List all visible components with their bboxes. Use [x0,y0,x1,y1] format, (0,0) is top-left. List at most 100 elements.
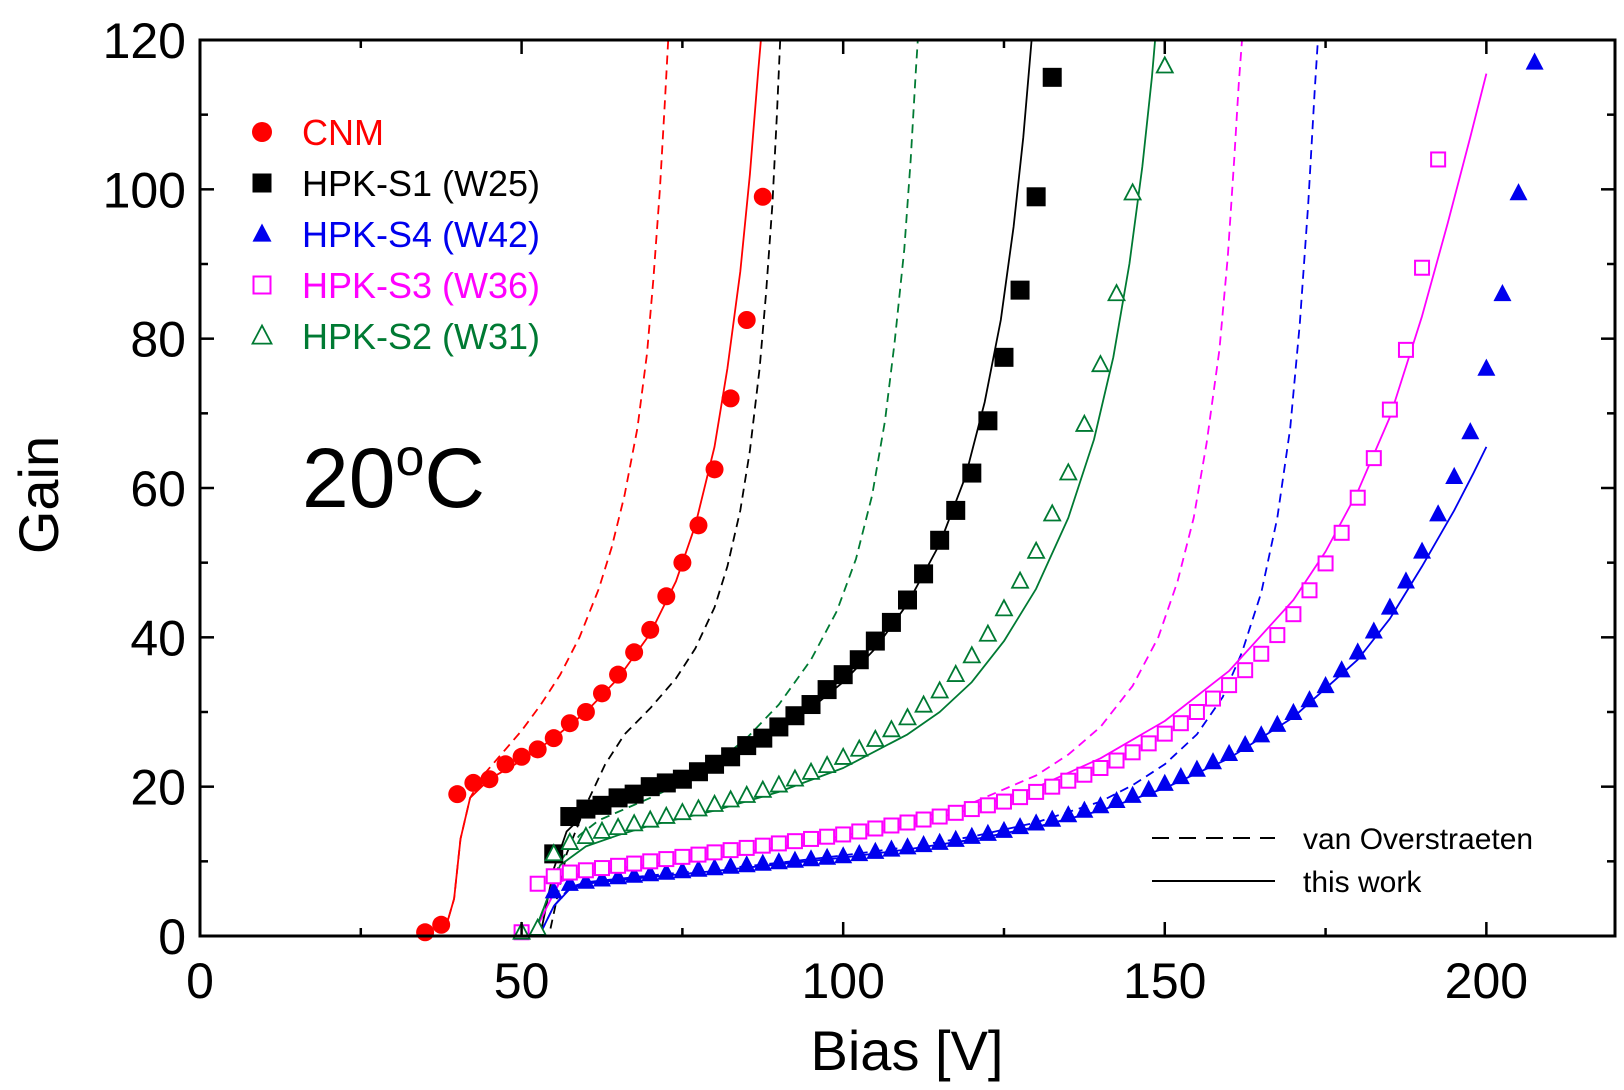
hpk-s4-w42-point [1059,805,1078,823]
hpk-s2-w31-point [656,805,676,824]
hpk-s3-w36-point [1221,677,1238,694]
legend-marker-hpk-s4-w42 [252,223,272,242]
hpk-s4-w42-point [705,858,724,876]
hpk-s1-w25-point [833,665,853,685]
hpk-s4-w42-point [930,832,949,850]
hpk-s2-w31-point [1090,354,1110,373]
cnm-point [673,553,692,572]
x-tick-label: 150 [1123,953,1206,1009]
cnm-point [753,187,772,206]
hpk-s1-w25-point [672,769,692,789]
hpk-s4-w42-point [1445,466,1464,484]
hpk-s1-w25-point [946,500,966,520]
hpk-s3-w36-point [1430,151,1447,168]
hpk-s1-w25-point [930,530,950,550]
hpk-s4-w42-point [1461,422,1480,440]
hpk-s2-w31-point [962,645,982,664]
hpk-s3-w36-point [1285,606,1302,623]
cnm-point [480,770,499,789]
hpk-s3-w36-point [931,808,948,825]
hpk-s3-w36-point [1076,766,1093,783]
hpk-s2-w31-point [914,694,934,713]
hpk-s4-w42-point [1300,690,1319,708]
hpk-s2-w31-point [865,728,885,747]
hpk-s1-w25-point [817,680,837,700]
hpk-s1-w25-point [576,799,596,819]
hpk-s2-w31-point [1155,55,1175,74]
hpk-s4-w42-point [962,826,981,844]
hpk-s2-w31-point [930,680,950,699]
y-tick-label: 60 [130,461,186,517]
y-tick-label: 20 [130,760,186,816]
axis-ticks: 0 50 100 150 200 0 20 40 60 80 100 120 [103,13,1615,1009]
hpk-s1-w25-point [640,777,660,797]
hpk-s3-w36-point [658,851,675,868]
hpk-s3-w36-point [577,862,594,879]
hpk-s3-w36-point [786,833,803,850]
hpk-s4-w42-point [544,881,563,899]
hpk-s2-w31-point [560,831,580,850]
hpk-s1-w25-point [849,650,869,670]
hpk-s3-w36-point [1028,783,1045,800]
legend-marker-hpk-s1-w25 [252,173,272,193]
hpk-s3-w36-point [1156,725,1173,742]
hpk-s3-w36-point [1124,744,1141,761]
hpk-s3-w36-point [1301,582,1318,599]
cnm-point [560,714,579,733]
series-legend: CNM HPK-S1 (W25) HPK-S4 (W42) HPK-S3 (W36) H… [251,112,540,357]
hpk-s2-w31-point [737,784,757,803]
hpk-s3-w36-point [995,793,1012,810]
x-tick-label: 50 [494,953,550,1009]
hpk-s4-w42-point [625,865,644,883]
hpk-s1-w25-point [624,784,644,804]
hpk-s4-w42-point [1413,541,1432,559]
hpk-s4-w42-point [946,829,965,847]
cnm-point [689,516,708,535]
hpk-s3-w36-point [883,817,900,834]
cnm-point [641,620,660,639]
x-tick-label: 200 [1445,953,1528,1009]
legend-label-hpk-s4-w42: HPK-S4 (W42) [302,214,540,255]
hpk-s3-w36-point [1253,645,1270,662]
hpk-s2-w31-point [785,768,805,787]
legend-marker-cnm [252,122,272,142]
hpk-s2-w31-point [769,774,789,793]
hpk-s4-w42-point [1107,790,1126,809]
hpk-s3-w36-point [915,811,932,828]
hpk-s1-w25-point [769,717,789,737]
hpk-s1-w25-point [721,747,741,767]
legend-marker-hpk-s2-w31 [251,323,273,345]
legend-label-cnm: CNM [302,112,384,153]
hpk-s4-w42-point [1139,779,1158,797]
hpk-s3-w36-point [979,797,996,814]
hpk-s2-w31-point [688,798,708,817]
hpk-s4-w42-point [721,856,740,874]
hpk-s1-w25-point [688,762,708,782]
hpk-s3-w36-point [754,837,771,854]
hpk-s3-w36-point [963,801,980,818]
legend-label-hpk-s3-w36: HPK-S3 (W36) [302,265,540,306]
cnm-point [625,643,644,662]
y-tick-label: 0 [158,909,186,965]
hpk-s1-w25-point [801,695,821,715]
hpk-s1-w25-point [962,463,982,483]
hpk-s2-w31-point [1123,182,1143,201]
cnm-point [496,755,515,774]
hpk-s2-w31-point [1074,413,1094,432]
hpk-s4-w42-point [978,823,997,841]
hpk-s4-w42-point [576,871,595,889]
hpk-s2-w31-point [1107,283,1127,302]
hpk-s3-w36-point [803,830,820,847]
line-style-legend: van Overstraeten this work [1152,823,1533,899]
cnm-point [432,915,451,934]
hpk-s3-w36-point [1381,401,1398,418]
hpk-s1-w25-point [978,411,998,431]
hpk-s4-w42-point [641,864,660,882]
hpk-s4-w42-point [1043,809,1062,827]
hpk-s4-w42-point [1252,725,1271,743]
cnm-point [609,665,628,684]
hpk-s2-w31-point [576,825,596,844]
hpk-s1-w25-point [994,347,1014,367]
hpk-s1-w25-point [881,612,901,632]
